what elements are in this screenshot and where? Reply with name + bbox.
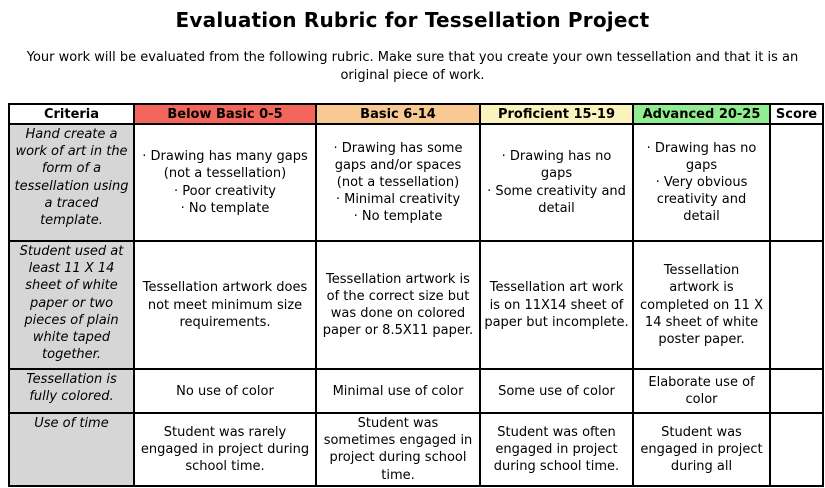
advanced-cell: · Drawing has no gaps · Very obvious cre…: [632, 123, 771, 243]
column-header-advanced: Advanced 20-25: [632, 103, 771, 126]
proficient-cell: Student was often engaged in project dur…: [479, 412, 634, 487]
page-title: Evaluation Rubric for Tessellation Proje…: [175, 8, 650, 32]
criteria-cell: Tessellation is fully colored.: [8, 368, 135, 415]
table-row-artwork: Hand create a work of art in the form of…: [8, 123, 824, 243]
column-header-criteria: Criteria: [8, 103, 135, 126]
table-row-use-of-time: Use of time Student was rarely engaged i…: [8, 412, 824, 487]
column-header-below-basic: Below Basic 0-5: [133, 103, 317, 126]
advanced-cell: Student was engaged in project during al…: [632, 412, 771, 487]
basic-cell: · Drawing has some gaps and/or spaces (n…: [315, 123, 481, 243]
below-basic-cell: No use of color: [133, 368, 317, 415]
score-cell: [769, 368, 824, 415]
criteria-cell: Student used at least 11 X 14 sheet of w…: [8, 240, 135, 371]
score-cell: [769, 412, 824, 487]
table-row-color: Tessellation is fully colored. No use of…: [8, 368, 824, 415]
column-header-basic: Basic 6-14: [315, 103, 481, 126]
proficient-cell: · Drawing has no gaps · Some creativity …: [479, 123, 634, 243]
basic-cell: Minimal use of color: [315, 368, 481, 415]
below-basic-cell: Tessellation artwork does not meet minim…: [133, 240, 317, 371]
criteria-cell: Hand create a work of art in the form of…: [8, 123, 135, 243]
header-row: Criteria Below Basic 0-5 Basic 6-14 Prof…: [8, 103, 824, 126]
proficient-cell: Some use of color: [479, 368, 634, 415]
page-subtitle: Your work will be evaluated from the fol…: [26, 50, 799, 83]
advanced-cell: Tessellation artwork is completed on 11 …: [632, 240, 771, 371]
score-cell: [769, 123, 824, 243]
criteria-cell: Use of time: [8, 412, 135, 487]
below-basic-cell: · Drawing has many gaps (not a tessellat…: [133, 123, 317, 243]
advanced-cell: Elaborate use of color: [632, 368, 771, 415]
rubric-table: Criteria Below Basic 0-5 Basic 6-14 Prof…: [8, 103, 824, 487]
column-header-proficient: Proficient 15-19: [479, 103, 634, 126]
basic-cell: Student was sometimes engaged in project…: [315, 412, 481, 487]
basic-cell: Tessellation artwork is of the correct s…: [315, 240, 481, 371]
proficient-cell: Tessellation art work is on 11X14 sheet …: [479, 240, 634, 371]
column-header-score: Score: [769, 103, 824, 126]
below-basic-cell: Student was rarely engaged in project du…: [133, 412, 317, 487]
score-cell: [769, 240, 824, 371]
table-row-paper-size: Student used at least 11 X 14 sheet of w…: [8, 240, 824, 371]
